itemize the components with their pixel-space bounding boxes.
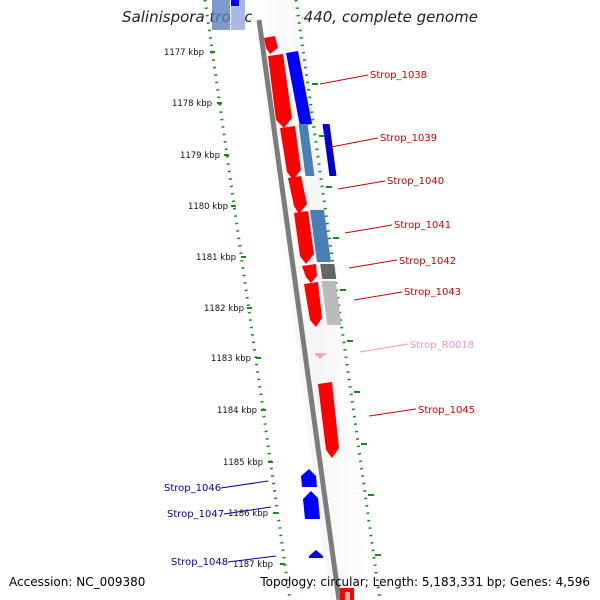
forward-gene-1043 bbox=[304, 282, 322, 327]
gene-label[interactable]: Strop_1038 bbox=[370, 70, 427, 81]
kbp-scale: 1177 kbp 1178 kbp 1179 kbp 1180 kbp 1181… bbox=[164, 48, 285, 570]
forward-gene-1038 bbox=[268, 54, 292, 128]
label-leaders bbox=[220, 74, 417, 563]
reverse-gene-1048 bbox=[309, 550, 323, 558]
gene-label[interactable]: Strop_1042 bbox=[399, 256, 456, 267]
scale-tick-label: 1187 kbp bbox=[233, 560, 273, 570]
reverse-gene-1041-steel bbox=[310, 210, 331, 262]
gene-label[interactable]: Strop_1045 bbox=[418, 405, 475, 416]
gene-label[interactable]: Strop_1039 bbox=[380, 133, 437, 144]
forward-gene-1042 bbox=[302, 264, 317, 283]
scale-tick-label: 1183 kbp bbox=[211, 354, 251, 364]
scale-tick-label: 1186 kbp bbox=[228, 509, 268, 519]
partial-feature-top-blue bbox=[231, 0, 239, 6]
reverse-gene-1039-blue bbox=[322, 124, 337, 176]
forward-gene-1041 bbox=[294, 211, 314, 264]
gene-label[interactable]: Strop_1048 bbox=[171, 557, 228, 568]
partial-feature-top-right bbox=[231, 0, 245, 30]
track-edge-ticks bbox=[312, 83, 381, 556]
partial-feature-top-left bbox=[212, 0, 230, 30]
reverse-gene-1039-steel bbox=[298, 124, 315, 176]
scale-tick-label: 1181 kbp bbox=[196, 253, 236, 263]
rna-feature-r0018 bbox=[314, 353, 327, 359]
partial-feature-bottom-light bbox=[345, 592, 350, 600]
scale-tick-label: 1182 kbp bbox=[204, 304, 244, 314]
scale-tick-label: 1180 kbp bbox=[188, 202, 228, 212]
scale-tick-label: 1177 kbp bbox=[164, 48, 204, 58]
forward-gene-1037 bbox=[264, 36, 278, 54]
genome-backbone bbox=[256, 19, 342, 600]
gene-labels: Strop_1038 Strop_1039 Strop_1040 Strop_1… bbox=[164, 70, 475, 568]
gene-label[interactable]: Strop_R0018 bbox=[410, 340, 474, 351]
reverse-gene-1042-gray bbox=[320, 264, 337, 279]
accession-text: Accession: NC_009380 bbox=[9, 575, 146, 589]
forward-gene-1040 bbox=[288, 176, 307, 214]
reverse-gene-1046 bbox=[301, 469, 317, 487]
reverse-gene-1047 bbox=[303, 491, 320, 519]
scale-tick-label: 1178 kbp bbox=[172, 99, 212, 109]
forward-gene-1039 bbox=[280, 126, 301, 180]
genome-summary-text: Topology: circular; Length: 5,183,331 bp… bbox=[260, 575, 590, 589]
gene-label[interactable]: Strop_1041 bbox=[394, 220, 451, 231]
gene-label[interactable]: Strop_1043 bbox=[404, 287, 461, 298]
scale-tick-label: 1179 kbp bbox=[180, 151, 220, 161]
reverse-gene-1043-lightgray bbox=[321, 281, 342, 325]
gene-label[interactable]: Strop_1046 bbox=[164, 483, 221, 494]
gene-label[interactable]: Strop_1040 bbox=[387, 176, 444, 187]
scale-tick-label: 1184 kbp bbox=[217, 406, 257, 416]
reverse-gene-1038 bbox=[286, 51, 312, 126]
gene-label[interactable]: Strop_1047 bbox=[167, 509, 224, 520]
forward-gene-1045 bbox=[318, 382, 339, 458]
scale-tick-label: 1185 kbp bbox=[223, 458, 263, 468]
